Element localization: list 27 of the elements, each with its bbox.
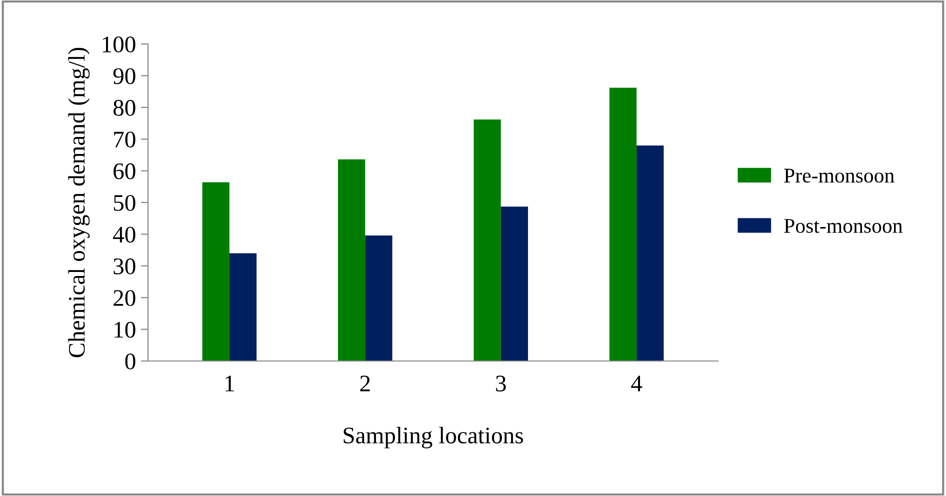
y-tick-label: 10 (114, 322, 136, 338)
legend-label: Pre-monsoon (784, 168, 894, 183)
x-tick-label: 4 (631, 376, 642, 392)
x-tick-label: 1 (226, 376, 234, 392)
y-tick-label: 100 (102, 36, 136, 52)
y-tick-label: 0 (125, 353, 136, 370)
y-tick-label: 40 (113, 226, 136, 243)
bar (474, 119, 501, 361)
x-tick-label: 3 (496, 376, 506, 392)
y-tick-label: 20 (114, 290, 136, 306)
x-tick-label: 2 (360, 376, 370, 392)
bar (500, 206, 528, 361)
bar (365, 235, 392, 361)
y-tick-label: 80 (113, 100, 136, 116)
x-axis-title: Sampling locations (344, 426, 523, 448)
y-axis-title: Chemical oxygen demand (mg/l) (68, 48, 90, 358)
bar (338, 159, 366, 361)
bar (609, 88, 637, 361)
y-tick-label: 90 (113, 68, 136, 84)
y-tick-label: 50 (114, 194, 136, 211)
y-tick-label: 30 (114, 258, 136, 274)
y-tick-label: 60 (114, 163, 136, 180)
y-tick-label: 70 (114, 132, 136, 148)
bar (229, 253, 257, 361)
bar (636, 145, 664, 361)
bar (202, 182, 230, 361)
legend-label: Post-monsoon (784, 219, 902, 233)
